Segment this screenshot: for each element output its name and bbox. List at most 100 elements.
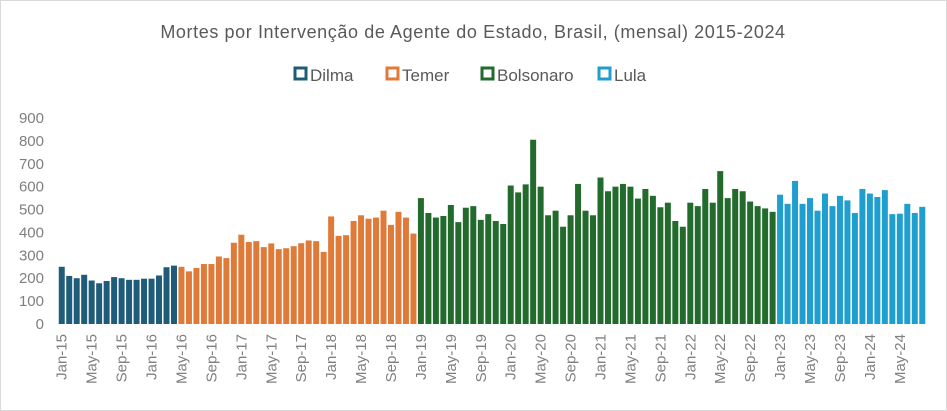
bar-temer [238, 234, 245, 324]
bar-dilma [141, 278, 148, 324]
bar-lula [784, 203, 791, 324]
bar-dilma [170, 265, 177, 324]
bar-dilma [126, 279, 133, 324]
bar-temer [193, 267, 200, 324]
bar-bolsonaro [507, 185, 514, 324]
bar-temer [358, 215, 365, 324]
bar-lula [807, 198, 814, 324]
bar-bolsonaro [762, 208, 769, 324]
bar-bolsonaro [619, 183, 626, 324]
x-tick-label: Jan-23 [772, 334, 789, 380]
bar-bolsonaro [560, 226, 567, 324]
x-tick-label: Jan-19 [413, 334, 430, 380]
y-tick-label: 800 [19, 133, 44, 150]
bar-temer [343, 235, 350, 324]
bar-temer [230, 242, 237, 324]
x-tick-label: Sep-21 [652, 334, 669, 382]
bar-temer [253, 241, 260, 324]
bar-temer [373, 217, 380, 324]
bar-dilma [133, 279, 140, 324]
bar-lula [777, 194, 784, 324]
bar-bolsonaro [567, 215, 574, 324]
bar-bolsonaro [657, 207, 664, 324]
bar-temer [410, 233, 417, 324]
bar-bolsonaro [522, 184, 529, 324]
x-tick-label: Sep-22 [742, 334, 759, 382]
bar-lula [821, 193, 828, 324]
x-tick-label: Jan-21 [593, 334, 610, 380]
bar-bolsonaro [597, 177, 604, 324]
bar-temer [313, 241, 320, 324]
bar-temer [335, 235, 342, 324]
x-tick-label: Jan-15 [54, 334, 71, 380]
bar-temer [223, 258, 230, 324]
y-axis: 0 100 200 300 400 500 600 700 800 900 [19, 110, 44, 333]
x-tick-label: Jan-16 [144, 334, 161, 380]
legend: Dilma Temer Bolsonaro Lula [293, 66, 647, 85]
x-tick-label: Sep-18 [383, 334, 400, 382]
bar-dilma [103, 280, 110, 324]
x-tick-label: Sep-16 [203, 334, 220, 382]
bar-dilma [73, 278, 80, 324]
x-tick-label: May-24 [892, 334, 909, 384]
bar-bolsonaro [717, 171, 724, 324]
bar-temer [178, 266, 185, 324]
x-tick-label: Sep-17 [293, 334, 310, 382]
bar-bolsonaro [672, 221, 679, 324]
bar-temer [328, 216, 335, 324]
bar-bolsonaro [604, 191, 611, 324]
y-tick-label: 100 [19, 293, 44, 310]
bar-bolsonaro [739, 191, 746, 324]
bar-temer [387, 224, 394, 324]
bar-bolsonaro [500, 223, 507, 324]
bar-dilma [81, 274, 88, 324]
bar-bolsonaro [575, 183, 582, 324]
x-tick-label: May-20 [533, 334, 550, 384]
bar-lula [889, 214, 896, 324]
legend-swatch-temer [385, 66, 400, 81]
y-tick-label: 500 [19, 202, 44, 219]
bar-lula [836, 195, 843, 324]
bar-bolsonaro [724, 198, 731, 324]
x-tick-label: Jan-20 [503, 334, 520, 380]
bar-temer [290, 246, 297, 324]
x-tick-label: Jan-24 [862, 334, 879, 380]
bar-bolsonaro [694, 206, 701, 324]
x-tick-label: May-22 [712, 334, 729, 384]
legend-swatch-bolsonaro [480, 66, 495, 81]
bar-lula [844, 200, 851, 324]
bar-lula [919, 206, 926, 324]
bar-temer [365, 218, 372, 324]
bar-bolsonaro [455, 222, 462, 324]
bar-lula [881, 190, 888, 324]
bar-temer [380, 210, 387, 324]
bar-lula [859, 188, 866, 324]
bar-temer [395, 211, 402, 324]
bar-temer [402, 217, 409, 324]
bar-bolsonaro [702, 188, 709, 324]
bar-dilma [58, 266, 65, 324]
x-tick-label: May-16 [173, 334, 190, 384]
legend-label-bolsonaro: Bolsonaro [497, 66, 574, 85]
x-tick-label: Jan-17 [233, 334, 250, 380]
bar-lula [829, 206, 836, 324]
y-tick-label: 600 [19, 179, 44, 196]
bar-temer [215, 256, 222, 324]
bar-lula [896, 213, 903, 324]
bar-bolsonaro [470, 206, 477, 324]
bar-bolsonaro [709, 202, 716, 324]
x-tick-label: Sep-20 [563, 334, 580, 382]
bars [58, 139, 926, 324]
bar-bolsonaro [769, 211, 776, 324]
legend-label-lula: Lula [614, 66, 647, 85]
bar-temer [305, 240, 312, 324]
bar-bolsonaro [537, 186, 544, 324]
bar-temer [268, 243, 275, 324]
bar-dilma [88, 280, 95, 324]
x-tick-label: May-17 [263, 334, 280, 384]
chart-title: Mortes por Intervenção de Agente do Esta… [160, 22, 785, 42]
x-tick-label: Jan-22 [682, 334, 699, 380]
bar-temer [200, 264, 207, 324]
bar-bolsonaro [485, 214, 492, 324]
bar-lula [911, 212, 918, 324]
